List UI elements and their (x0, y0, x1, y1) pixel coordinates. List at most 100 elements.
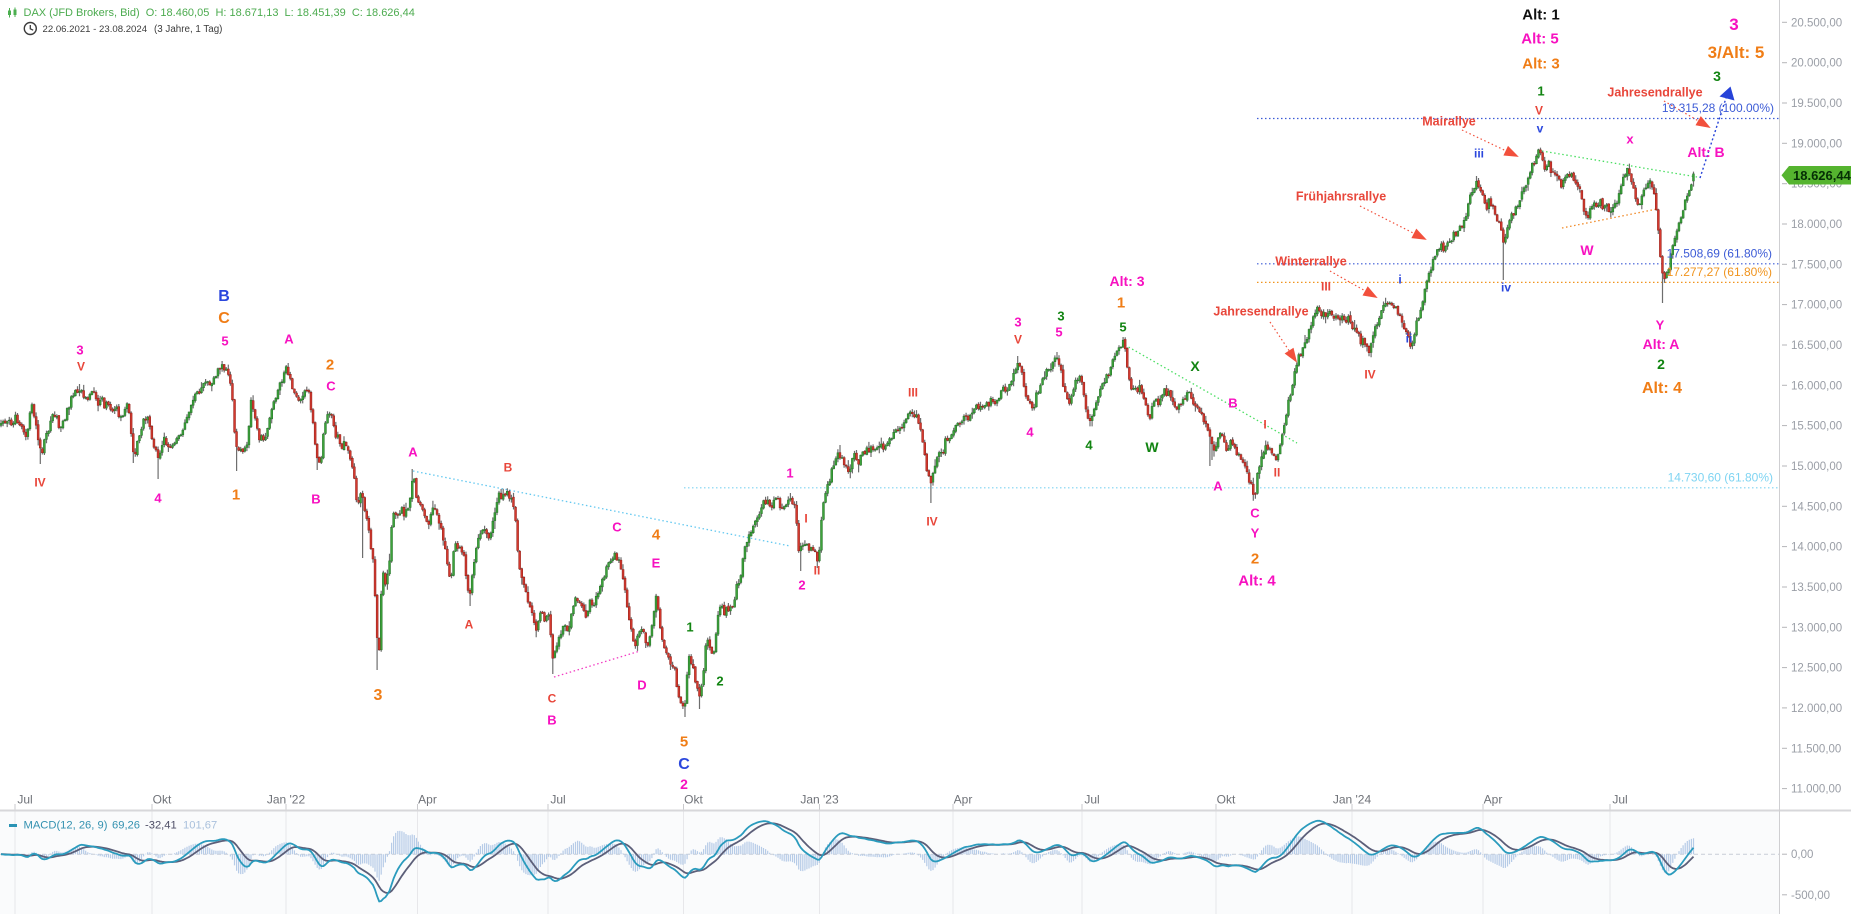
svg-text:Alt: B: Alt: B (1687, 144, 1724, 160)
svg-text:20.500,00: 20.500,00 (1791, 17, 1842, 29)
svg-text:4: 4 (154, 491, 162, 506)
svg-text:V: V (1014, 332, 1022, 346)
svg-text:12.000,00: 12.000,00 (1791, 703, 1842, 715)
svg-text:3: 3 (1014, 315, 1021, 330)
svg-text:15.000,00: 15.000,00 (1791, 461, 1842, 473)
svg-text:69,26: 69,26 (112, 820, 140, 832)
svg-text:20.000,00: 20.000,00 (1791, 58, 1842, 70)
svg-text:-32,41: -32,41 (145, 820, 177, 832)
svg-text:Jahresendrallye: Jahresendrallye (1213, 304, 1308, 318)
svg-text:2: 2 (716, 674, 723, 689)
svg-text:5: 5 (221, 334, 228, 349)
svg-text:Okt: Okt (684, 793, 703, 807)
svg-text:A: A (1213, 479, 1223, 494)
svg-text:iv: iv (1501, 280, 1511, 294)
svg-text:Frühjahrsrallye: Frühjahrsrallye (1296, 189, 1386, 203)
svg-text:Mairallye: Mairallye (1422, 114, 1476, 128)
svg-text:17.500,00: 17.500,00 (1791, 259, 1842, 271)
svg-text:III: III (908, 385, 918, 399)
svg-text:A: A (465, 617, 474, 631)
svg-text:17.508,69 (61.80%): 17.508,69 (61.80%) (1667, 247, 1772, 261)
svg-text:Okt: Okt (1217, 793, 1236, 807)
svg-text:A: A (284, 332, 294, 347)
svg-text:Y: Y (1251, 526, 1260, 541)
svg-text:Jul: Jul (1084, 793, 1099, 807)
svg-text:Jul: Jul (17, 793, 32, 807)
svg-text:13.000,00: 13.000,00 (1791, 622, 1842, 634)
svg-text:1: 1 (1537, 84, 1544, 99)
svg-text:Alt: 5: Alt: 5 (1521, 30, 1559, 47)
svg-text:19.000,00: 19.000,00 (1791, 138, 1842, 150)
svg-text:(3 Jahre, 1 Tag): (3 Jahre, 1 Tag) (154, 24, 222, 35)
svg-text:14.000,00: 14.000,00 (1791, 542, 1842, 554)
svg-text:Y: Y (1656, 318, 1665, 333)
svg-text:3: 3 (1713, 68, 1721, 84)
svg-text:Alt: 4: Alt: 4 (1238, 572, 1276, 589)
svg-text:11.500,00: 11.500,00 (1791, 743, 1841, 755)
svg-text:18.000,00: 18.000,00 (1791, 219, 1842, 231)
svg-text:2: 2 (798, 578, 805, 593)
svg-text:13.500,00: 13.500,00 (1791, 582, 1842, 594)
svg-text:2: 2 (680, 776, 688, 792)
svg-text:B: B (547, 713, 556, 728)
svg-text:Apr: Apr (1484, 793, 1503, 807)
svg-text:I: I (1263, 417, 1266, 431)
svg-text:22.06.2021 - 23.08.2024: 22.06.2021 - 23.08.2024 (43, 24, 148, 35)
svg-text:V: V (77, 359, 85, 373)
svg-text:15.500,00: 15.500,00 (1791, 421, 1842, 433)
svg-text:3: 3 (374, 687, 383, 704)
svg-text:3/Alt: 5: 3/Alt: 5 (1708, 43, 1765, 62)
svg-text:IV: IV (926, 514, 937, 528)
svg-text:17.000,00: 17.000,00 (1791, 300, 1842, 312)
svg-text:Apr: Apr (954, 793, 973, 807)
svg-text:11.000,00: 11.000,00 (1791, 784, 1841, 796)
svg-text:Apr: Apr (418, 793, 437, 807)
svg-text:17.277,27 (61.80%): 17.277,27 (61.80%) (1667, 265, 1772, 279)
svg-text:3: 3 (1057, 309, 1064, 324)
svg-text:B: B (504, 460, 513, 474)
svg-text:2: 2 (1251, 550, 1259, 567)
svg-text:19.315,28 (100.00%): 19.315,28 (100.00%) (1662, 101, 1774, 115)
svg-text:5: 5 (680, 733, 688, 750)
svg-text:B: B (218, 288, 230, 305)
svg-text:x: x (1626, 132, 1634, 147)
svg-text:1: 1 (1117, 294, 1125, 311)
svg-text:Alt: 1: Alt: 1 (1522, 6, 1560, 23)
svg-text:4: 4 (652, 526, 661, 543)
svg-text:16.000,00: 16.000,00 (1791, 380, 1842, 392)
svg-text:C: C (218, 310, 230, 327)
svg-text:III: III (1321, 279, 1331, 293)
svg-text:Jul: Jul (550, 793, 565, 807)
svg-text:W: W (1580, 242, 1594, 258)
svg-text:C: C (1250, 506, 1260, 521)
svg-text:5: 5 (1119, 320, 1126, 335)
svg-text:5: 5 (1055, 325, 1062, 340)
svg-text:D: D (637, 678, 646, 693)
svg-text:IV: IV (1364, 367, 1375, 381)
svg-text:19.500,00: 19.500,00 (1791, 98, 1842, 110)
svg-text:2: 2 (1657, 356, 1665, 372)
svg-text:Alt: A: Alt: A (1643, 336, 1680, 352)
svg-text:A: A (408, 445, 418, 460)
svg-text:0,00: 0,00 (1791, 849, 1813, 861)
svg-text:101,67: 101,67 (183, 820, 217, 832)
svg-text:16.500,00: 16.500,00 (1791, 340, 1842, 352)
svg-text:Jan '22: Jan '22 (267, 793, 306, 807)
svg-text:B: B (311, 492, 320, 507)
svg-text:4: 4 (1026, 425, 1034, 440)
svg-text:4: 4 (1085, 438, 1093, 453)
svg-text:1: 1 (786, 466, 793, 481)
svg-text:12.500,00: 12.500,00 (1791, 663, 1842, 675)
svg-text:V: V (1535, 103, 1543, 117)
svg-text:Okt: Okt (153, 793, 172, 807)
svg-text:Alt: 3: Alt: 3 (1110, 273, 1145, 289)
svg-text:II: II (814, 563, 821, 577)
svg-text:18.626,44: 18.626,44 (1793, 168, 1851, 183)
svg-text:C: C (326, 379, 336, 394)
svg-text:I: I (804, 511, 807, 525)
svg-text:Winterrallye: Winterrallye (1275, 254, 1346, 268)
svg-text:E: E (652, 556, 661, 571)
svg-text:II: II (1274, 465, 1281, 479)
svg-text:Jan '24: Jan '24 (1333, 793, 1372, 807)
svg-text:MACD(12, 26, 9): MACD(12, 26, 9) (24, 820, 108, 832)
